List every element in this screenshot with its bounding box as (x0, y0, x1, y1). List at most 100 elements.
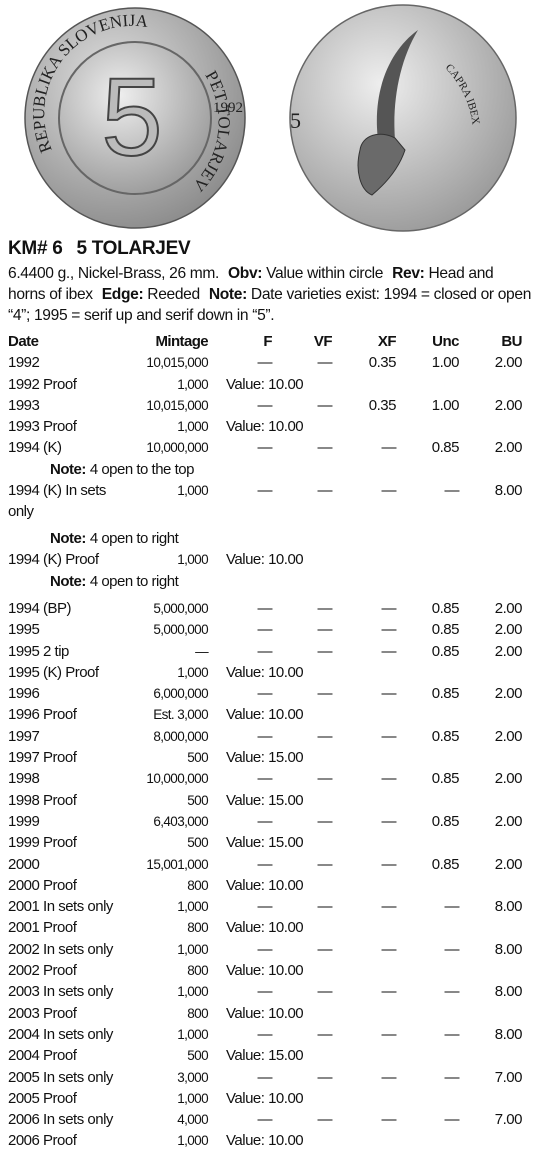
price: — (317, 396, 333, 414)
price: 0.85 (431, 812, 460, 830)
mintage: 4,000 (177, 1112, 208, 1128)
table-row: 1994 (K) Proof 1,000 Value: 10.00 (0, 549, 540, 570)
proof-value: Value: 15.00 (226, 1047, 304, 1065)
price: — (257, 727, 273, 745)
table-row: 1992 10,015,000 — — 0.35 1.00 2.00 (0, 352, 540, 373)
field-text: Value within circle (266, 265, 384, 282)
field-text: 6.4400 g., Nickel-Brass, 26 mm. (8, 265, 220, 282)
mintage: 1,000 (177, 1090, 208, 1106)
price: — (257, 482, 273, 500)
price: — (381, 685, 397, 703)
price: 1.00 (431, 396, 460, 414)
note: Note: 4 open to right (0, 571, 540, 592)
price: — (257, 439, 273, 457)
price: 2.00 (494, 812, 523, 830)
table-row: 2000 Proof 800 Value: 10.00 (0, 875, 540, 896)
table-row: 2002 Proof 800 Value: 10.00 (0, 960, 540, 981)
field-label: Note: (208, 286, 247, 303)
coin-images: REPUBLIKA SLOVENIJA PET TOLARJEV 5 1992 … (24, 4, 517, 232)
date: 1993 Proof (8, 418, 77, 436)
price: — (381, 898, 397, 916)
table-row: 2006 Proof 1,000 Value: 10.00 (0, 1130, 540, 1151)
price: — (257, 621, 273, 639)
price: — (317, 983, 333, 1001)
price: — (381, 439, 397, 457)
date: 2001 Proof (8, 919, 77, 937)
table-row: 1994 (K) 10,000,000 — — — 0.85 2.00 (0, 437, 540, 458)
column-header: XF (377, 333, 397, 350)
date: 1996 (8, 685, 40, 703)
field-label: Rev: (392, 265, 425, 282)
mintage: 800 (187, 920, 208, 936)
price: 0.85 (431, 685, 460, 703)
proof-value: Value: 10.00 (226, 1004, 304, 1022)
mintage: 15,001,000 (146, 856, 208, 872)
table-row: 1995 2 tip — — — — 0.85 2.00 (0, 641, 540, 662)
price: 2.00 (494, 727, 523, 745)
table-row: 2004 In sets only 1,000 — — — — 8.00 (0, 1024, 540, 1045)
mintage: 3,000 (177, 1069, 208, 1085)
date: 2001 In sets only (8, 898, 113, 916)
proof-value: Value: 10.00 (226, 1089, 304, 1107)
price: 2.00 (494, 439, 523, 457)
price: — (317, 1111, 333, 1129)
date: 2006 In sets only (8, 1111, 113, 1129)
field-text: Head and horns of ibex (8, 265, 494, 303)
price: — (257, 898, 273, 916)
mintage: 6,000,000 (153, 686, 208, 702)
price: — (444, 1111, 460, 1129)
table-row: 2004 Proof 500 Value: 15.00 (0, 1045, 540, 1066)
mintage: 10,015,000 (146, 355, 208, 371)
mintage: 1,000 (177, 664, 208, 680)
column-header: F (263, 333, 272, 350)
date: 2004 Proof (8, 1047, 77, 1065)
price: — (444, 940, 460, 958)
field-label: Obv: (228, 265, 263, 282)
mintage: 6,403,000 (153, 813, 208, 829)
field-text: Date varieties exist: 1994 = closed or o… (8, 286, 532, 324)
mintage: 1,000 (177, 419, 208, 435)
price: — (381, 599, 397, 617)
price: — (257, 940, 273, 958)
column-header: Mintage (155, 333, 209, 350)
price: — (317, 727, 333, 745)
price: 2.00 (494, 642, 523, 660)
obverse-year: 1992 (213, 100, 243, 116)
proof-value: Value: 10.00 (226, 1132, 304, 1150)
note: Note: 4 open to the top (0, 459, 540, 480)
obverse-coin: REPUBLIKA SLOVENIJA PET TOLARJEV 5 1992 (24, 7, 246, 229)
table-row: 1994 (K) In sets only 1,000 — — — — 8.00 (0, 480, 540, 522)
table-row: 1994 (BP) 5,000,000 — — — 0.85 2.00 (0, 598, 540, 619)
mintage: 10,015,000 (146, 397, 208, 413)
price: 8.00 (494, 482, 523, 500)
proof-value: Value: 10.00 (226, 919, 304, 937)
mintage: 8,000,000 (153, 728, 208, 744)
mintage: 1,000 (177, 941, 208, 957)
price: — (444, 898, 460, 916)
price: — (444, 1025, 460, 1043)
price: — (381, 642, 397, 660)
table-row: 1997 8,000,000 — — — 0.85 2.00 (0, 726, 540, 747)
price: — (317, 621, 333, 639)
column-header: Date (8, 333, 39, 350)
date: 2003 In sets only (8, 983, 113, 1001)
price: — (317, 642, 333, 660)
price: — (381, 1111, 397, 1129)
price: — (381, 812, 397, 830)
table-row: 1998 10,000,000 — — — 0.85 2.00 (0, 768, 540, 789)
date: 2004 In sets only (8, 1025, 113, 1043)
mintage: 800 (187, 877, 208, 893)
price: — (381, 1025, 397, 1043)
date: 2002 Proof (8, 962, 77, 980)
table-row: 1996 Proof Est. 3,000 Value: 10.00 (0, 704, 540, 725)
proof-value: Value: 10.00 (226, 551, 304, 569)
price: — (381, 727, 397, 745)
obverse-value: 5 (101, 56, 162, 179)
price: 0.85 (431, 727, 460, 745)
date: 1994 (K) Proof (8, 551, 99, 569)
note-text: 4 open to right (89, 530, 179, 548)
ibex-horn (376, 30, 418, 140)
km-number: KM# 6 (8, 238, 63, 259)
note: Note: 4 open to right (0, 528, 540, 549)
price: — (317, 940, 333, 958)
